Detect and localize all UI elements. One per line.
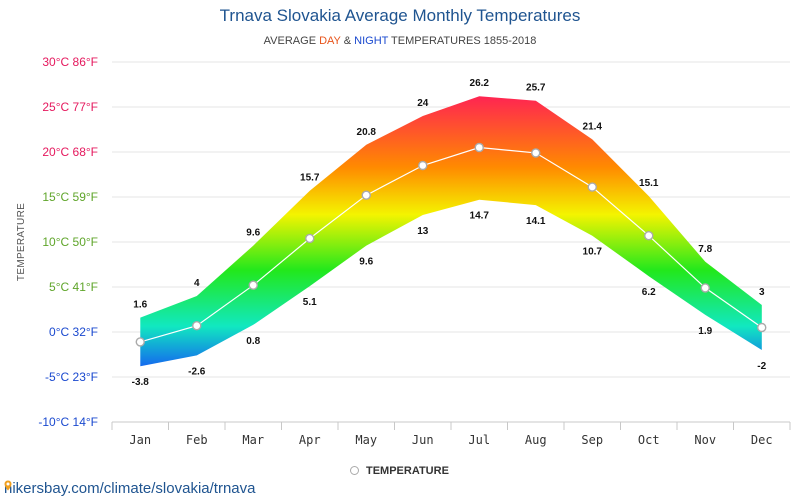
- night-value-label: 14.1: [526, 216, 546, 227]
- source-url: hikersbay.com/climate/slovakia/trnava: [4, 480, 256, 497]
- day-value-label: 1.6: [133, 300, 147, 311]
- average-point: [418, 160, 428, 171]
- night-value-label: -2: [757, 361, 766, 372]
- y-axis-title: TEMPERATURE: [16, 203, 27, 281]
- average-point: [474, 142, 484, 153]
- day-value-label: 20.8: [357, 127, 377, 138]
- day-value-label: 15.1: [639, 178, 659, 189]
- y-tick-label: 0°C 32°F: [49, 325, 98, 339]
- location-pin-icon: [4, 480, 12, 491]
- night-value-label: -3.8: [132, 377, 150, 388]
- night-value-label: 1.9: [698, 326, 712, 337]
- day-value-label: 9.6: [246, 228, 260, 239]
- night-value-label: 9.6: [359, 257, 373, 268]
- average-point: [587, 182, 597, 192]
- night-value-label: 6.2: [642, 287, 656, 298]
- day-value-label: 4: [194, 278, 200, 289]
- day-value-label: 25.7: [526, 83, 546, 94]
- average-point: [192, 321, 202, 331]
- legend-marker-icon: [350, 466, 359, 475]
- x-tick-label: Nov: [694, 433, 716, 447]
- x-tick-label: Apr: [299, 433, 321, 447]
- subtitle-amp: &: [340, 35, 355, 47]
- subtitle-night: NIGHT: [354, 35, 389, 47]
- x-tick-label: Jul: [468, 433, 490, 447]
- x-tick-label: May: [355, 433, 377, 447]
- average-point: [135, 337, 145, 347]
- day-value-label: 21.4: [583, 121, 603, 132]
- night-value-label: 10.7: [583, 247, 603, 258]
- x-tick-label: Dec: [751, 433, 773, 447]
- x-tick-label: Mar: [242, 433, 264, 447]
- y-tick-label: 20°C 68°F: [42, 145, 98, 159]
- night-value-label: -2.6: [188, 366, 206, 377]
- x-tick-label: Sep: [581, 433, 603, 447]
- average-point: [700, 283, 710, 293]
- night-value-label: 5.1: [303, 297, 317, 308]
- y-tick-label: 15°C 59°F: [42, 190, 98, 204]
- x-tick-label: Jun: [412, 433, 434, 447]
- day-value-label: 15.7: [300, 173, 320, 184]
- source-link[interactable]: hikersbay.com/climate/slovakia/trnava: [4, 480, 255, 497]
- legend[interactable]: TEMPERATURE: [350, 465, 449, 477]
- day-value-label: 7.8: [698, 244, 712, 255]
- average-point: [644, 230, 654, 241]
- temperature-band: [140, 96, 762, 367]
- x-tick-label: Oct: [638, 433, 660, 447]
- y-tick-label: -5°C 23°F: [45, 370, 98, 384]
- night-value-label: 14.7: [470, 211, 490, 222]
- day-value-label: 26.2: [470, 78, 490, 89]
- chart-title: Trnava Slovakia Average Monthly Temperat…: [219, 6, 581, 25]
- y-tick-label: 30°C 86°F: [42, 55, 98, 69]
- average-point: [531, 148, 541, 158]
- average-point: [305, 233, 315, 244]
- subtitle-prefix: AVERAGE: [263, 35, 320, 47]
- day-value-label: 24: [417, 98, 429, 109]
- chart-subtitle: AVERAGE DAY & NIGHT TEMPERATURES 1855-20…: [0, 35, 800, 47]
- day-value-label: 3: [759, 287, 765, 298]
- night-value-label: 13: [417, 226, 429, 237]
- subtitle-suffix: TEMPERATURES 1855-2018: [388, 35, 537, 47]
- x-tick-label: Jan: [129, 433, 151, 447]
- legend-label: TEMPERATURE: [366, 465, 449, 477]
- average-temperature-line: [140, 146, 763, 343]
- y-tick-label: 25°C 77°F: [42, 100, 98, 114]
- x-tick-label: Aug: [525, 433, 547, 447]
- night-value-label: 0.8: [246, 336, 260, 347]
- average-point: [757, 322, 767, 333]
- average-point: [248, 280, 258, 290]
- average-point: [361, 190, 371, 200]
- y-tick-label: 5°C 41°F: [49, 280, 98, 294]
- x-tick-label: Feb: [186, 433, 208, 447]
- subtitle-day: DAY: [319, 35, 341, 47]
- y-tick-label: -10°C 14°F: [38, 415, 98, 429]
- y-tick-label: 10°C 50°F: [42, 235, 98, 249]
